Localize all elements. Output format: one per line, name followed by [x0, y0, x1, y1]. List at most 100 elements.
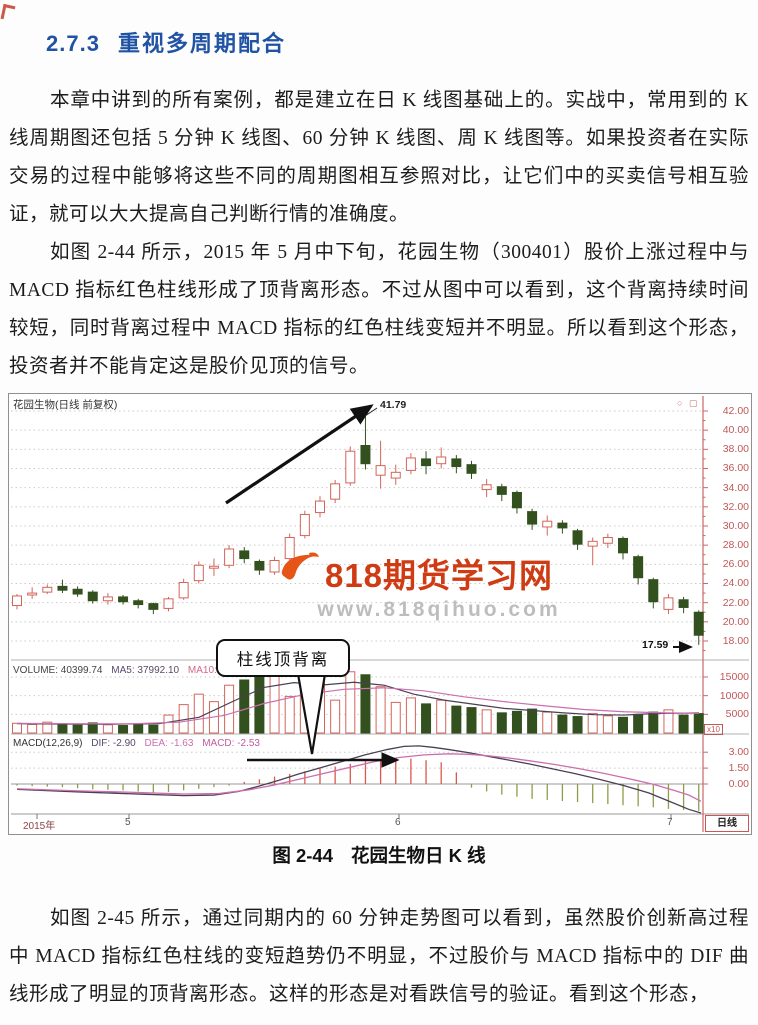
- volume-bar: [557, 714, 568, 734]
- time-axis-label: 7: [667, 817, 673, 828]
- volume-bar: [42, 721, 53, 734]
- price-axis-label: 28.00: [722, 539, 749, 552]
- candle-body: [133, 600, 144, 606]
- figure-number: 图 2-44: [272, 845, 334, 866]
- volume-bar: [345, 671, 356, 734]
- candle-body: [542, 520, 553, 528]
- candle-body: [193, 564, 204, 582]
- candle-body: [375, 465, 386, 476]
- candle-body: [299, 513, 310, 537]
- volume-bar: [466, 707, 477, 734]
- candle-body: [663, 597, 674, 610]
- peak-price-annotation: 41.79: [380, 399, 407, 411]
- candle-body: [148, 603, 159, 610]
- volume-bar: [663, 709, 674, 734]
- volume-bar: [451, 705, 462, 734]
- candle-body: [481, 484, 492, 491]
- volume-bar: [648, 711, 659, 734]
- candle-body: [72, 588, 83, 595]
- candle-body: [239, 550, 250, 560]
- volume-bar: [678, 714, 689, 734]
- price-axis-label: 34.00: [722, 481, 749, 494]
- price-axis-label: 24.00: [722, 577, 749, 590]
- low-price-annotation: 17.59: [642, 639, 669, 651]
- candle-body: [496, 486, 507, 495]
- candle-body: [87, 591, 98, 602]
- candle-body: [57, 585, 68, 591]
- volume-bar: [27, 723, 38, 734]
- candle-body: [405, 457, 416, 471]
- volume-ma5-value: MA5: 37992.10: [111, 665, 180, 676]
- volume-bar: [284, 695, 295, 734]
- candle-body: [163, 598, 174, 609]
- volume-bar: [330, 699, 341, 734]
- candle-body: [572, 530, 583, 545]
- candle-body: [330, 483, 341, 500]
- candle-body: [102, 596, 113, 602]
- candle-body: [360, 444, 371, 465]
- callout-bubble: 柱线顶背离: [216, 639, 350, 677]
- volume-bar: [87, 722, 98, 734]
- dea-value: DEA: -1.63: [144, 738, 194, 749]
- macd-axis-label: 3.00: [728, 746, 749, 759]
- price-axis-label: 22.00: [722, 596, 749, 609]
- volume-bar: [542, 711, 553, 734]
- volume-bar: [481, 709, 492, 734]
- paragraph-3: 如图 2-45 所示，通过同期内的 60 分钟走势图可以看到，虽然股价创新高过程…: [9, 908, 749, 1005]
- candle-body: [693, 611, 704, 636]
- chart-title: 花园生物(日线 前复权): [13, 399, 118, 411]
- volume-bar: [572, 716, 583, 734]
- volume-bar: [360, 674, 371, 734]
- candle-body: [633, 556, 644, 579]
- candle-body: [421, 458, 432, 467]
- volume-bar: [390, 701, 401, 734]
- candle-body: [602, 536, 613, 544]
- candle-body: [557, 522, 568, 529]
- volume-bar: [633, 713, 644, 734]
- candle-body: [42, 586, 53, 593]
- candle-body: [618, 537, 628, 554]
- candle-body: [118, 596, 129, 603]
- candle-body: [451, 458, 462, 468]
- volume-bar: [693, 713, 704, 734]
- volume-bar: [57, 723, 68, 734]
- price-axis-label: 32.00: [722, 500, 749, 513]
- candle-body: [254, 560, 265, 571]
- figure-title: 花园生物日 K 线: [351, 845, 486, 866]
- volume-value: VOLUME: 40399.74: [13, 665, 103, 676]
- candle-body: [648, 579, 659, 603]
- macd-axis-label: 1.50: [728, 762, 749, 775]
- volume-bar: [12, 722, 22, 734]
- candle-body: [345, 450, 356, 484]
- chart-canvas: [11, 396, 749, 832]
- volume-bar: [436, 699, 447, 734]
- candle-body: [390, 471, 401, 479]
- volume-bar: [239, 679, 250, 734]
- price-axis-label: 40.00: [722, 424, 749, 437]
- volume-bar: [133, 723, 144, 734]
- candle-body: [436, 456, 447, 465]
- volume-bar: [224, 684, 235, 734]
- volume-bar: [163, 714, 174, 734]
- candle-body: [284, 536, 295, 560]
- candle-body: [12, 595, 22, 607]
- price-axis-label: 26.00: [722, 558, 749, 571]
- volume-bar: [602, 715, 613, 734]
- price-axis-label: 36.00: [722, 462, 749, 475]
- volume-ma5-line: [16, 681, 700, 725]
- volume-bar: [405, 697, 416, 734]
- volume-bar: [587, 713, 598, 734]
- price-axis-label: 18.00: [722, 634, 749, 647]
- candle-body: [315, 500, 325, 514]
- macd-axis-label: 0.00: [728, 778, 749, 790]
- candle-body: [27, 592, 38, 596]
- volume-bar: [118, 725, 129, 734]
- price-axis-label: 42.00: [722, 405, 749, 417]
- volume-bar: [618, 716, 628, 734]
- paragraph-1: 本章中讲到的所有案例，都是建立在日 K 线图基础上的。实战中，常用到的 K 线周…: [9, 90, 749, 225]
- period-label: 日线: [705, 815, 749, 832]
- macd-header: MACD(12,26,9) DIF: -2.90 DEA: -1.63 MACD…: [13, 738, 266, 749]
- dif-value: DIF: -2.90: [91, 738, 136, 749]
- section-number: 2.7.3: [46, 31, 100, 56]
